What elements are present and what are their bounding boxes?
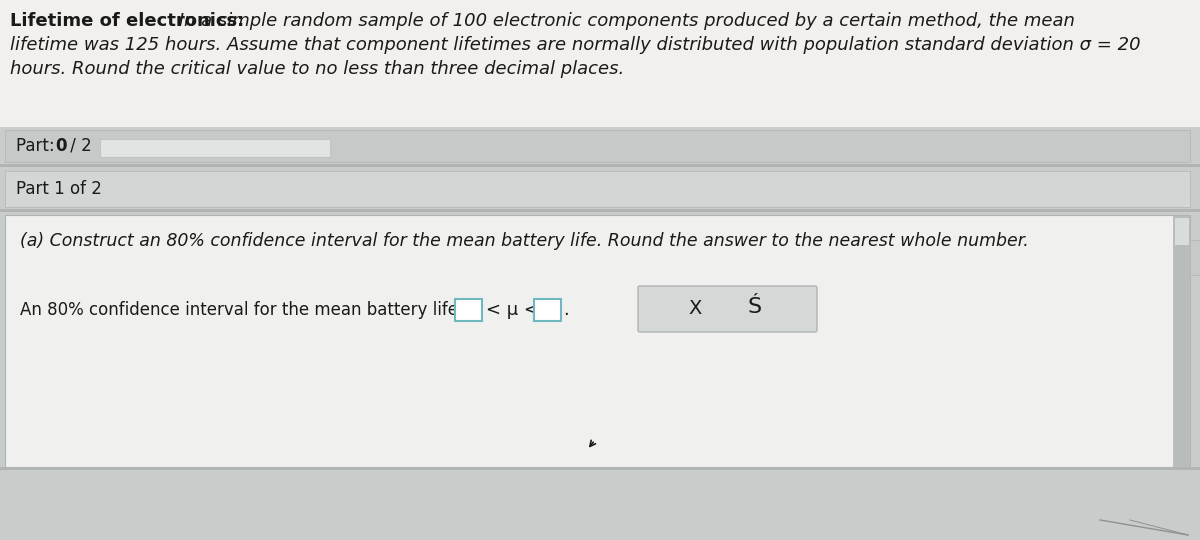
FancyBboxPatch shape xyxy=(638,286,817,332)
Text: An 80% confidence interval for the mean battery life is: An 80% confidence interval for the mean … xyxy=(20,301,476,319)
Bar xyxy=(0,164,1200,167)
Bar xyxy=(0,213,1200,470)
Text: Part:: Part: xyxy=(16,137,60,155)
Text: (a) Construct an 80% confidence interval for the mean battery life. Round the an: (a) Construct an 80% confidence interval… xyxy=(20,232,1028,250)
Bar xyxy=(0,467,1200,470)
Bar xyxy=(455,299,482,321)
Bar xyxy=(1174,217,1189,245)
Bar xyxy=(1190,240,1200,275)
Text: Part 1 of 2: Part 1 of 2 xyxy=(16,180,102,198)
Bar xyxy=(5,130,1190,162)
Text: / 2: / 2 xyxy=(65,137,91,155)
Bar xyxy=(0,168,1200,210)
Text: 0: 0 xyxy=(55,137,66,155)
Text: X: X xyxy=(689,300,702,319)
Bar xyxy=(0,468,1200,540)
Bar xyxy=(0,0,1200,130)
Bar xyxy=(1174,215,1190,467)
Bar xyxy=(100,139,330,157)
Text: Ś: Ś xyxy=(748,297,762,317)
Bar xyxy=(5,215,1190,467)
Bar xyxy=(0,127,1200,165)
Text: hours. Round the critical value to no less than three decimal places.: hours. Round the critical value to no le… xyxy=(10,60,624,78)
Text: lifetime was 125 hours. Assume that component lifetimes are normally distributed: lifetime was 125 hours. Assume that comp… xyxy=(10,36,1141,54)
Text: < μ <: < μ < xyxy=(486,301,539,319)
Bar xyxy=(0,209,1200,212)
Text: Lifetime of electronics:: Lifetime of electronics: xyxy=(10,12,245,30)
Text: .: . xyxy=(563,301,569,319)
Bar xyxy=(534,299,562,321)
Bar xyxy=(5,171,1190,207)
Text: In a simple random sample of 100 electronic components produced by a certain met: In a simple random sample of 100 electro… xyxy=(173,12,1075,30)
